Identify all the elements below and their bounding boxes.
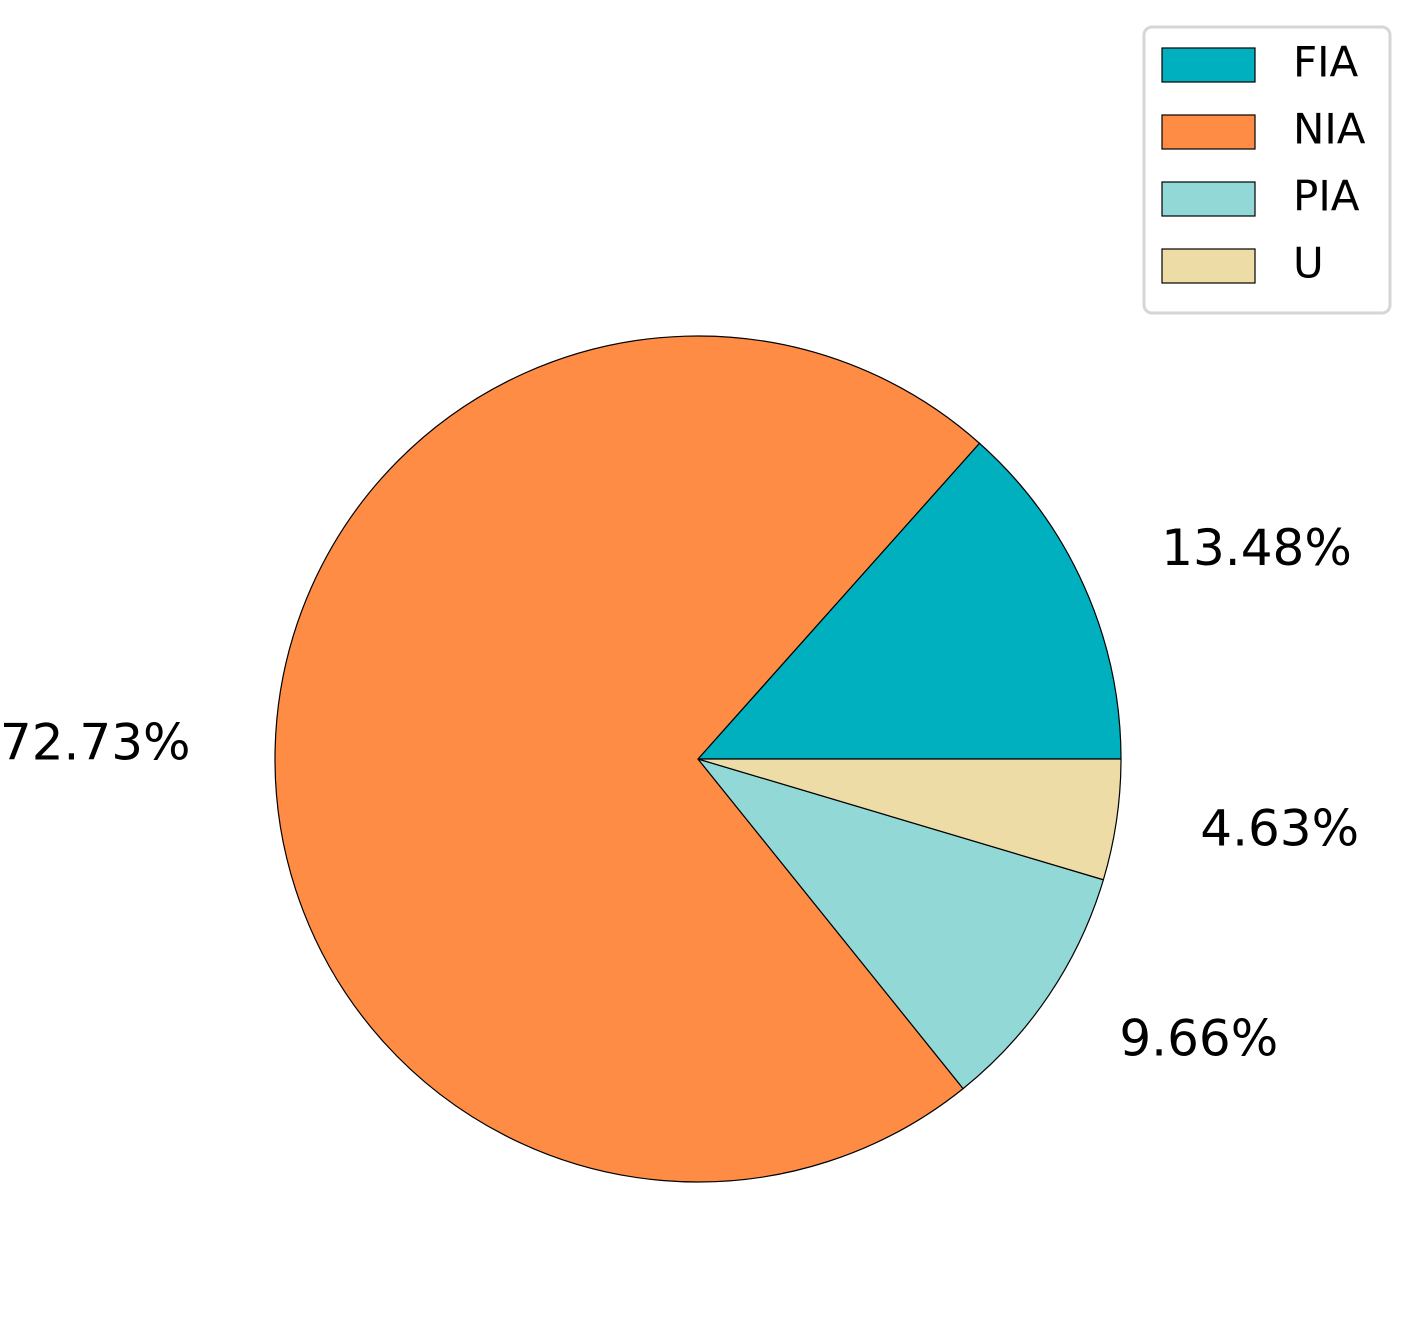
pie-slices [274,335,1122,1183]
legend-label-nia: NIA [1293,105,1366,154]
pie-label-pia: 9.66% [1119,1010,1278,1068]
pie-label-u: 4.63% [1200,800,1359,858]
pie-percent-labels: 13.48% 72.73% 9.66% 4.63% [0,519,1359,1068]
legend-swatch-pia [1161,181,1256,217]
chart-legend[interactable]: FIA NIA PIA U [1142,25,1392,315]
legend-swatch-nia [1161,114,1256,150]
pie-slice-nia [274,335,981,1183]
legend-item-pia[interactable]: PIA [1161,172,1360,221]
pie-slice-pia [697,758,1104,1090]
legend-label-fia: FIA [1293,38,1359,87]
legend-swatch-u [1161,248,1256,284]
legend-item-fia[interactable]: FIA [1161,38,1359,87]
pie-label-fia: 13.48% [1161,519,1352,577]
pie-slice-u [697,758,1122,881]
pie-slice-fia [697,442,1122,760]
pie-label-nia: 72.73% [0,714,191,772]
legend-item-u[interactable]: U [1161,239,1324,288]
legend-frame [1142,25,1392,315]
legend-label-u: U [1293,239,1324,288]
legend-swatch-fia [1161,47,1256,83]
legend-item-nia[interactable]: NIA [1161,105,1366,154]
legend-label-pia: PIA [1293,172,1360,221]
